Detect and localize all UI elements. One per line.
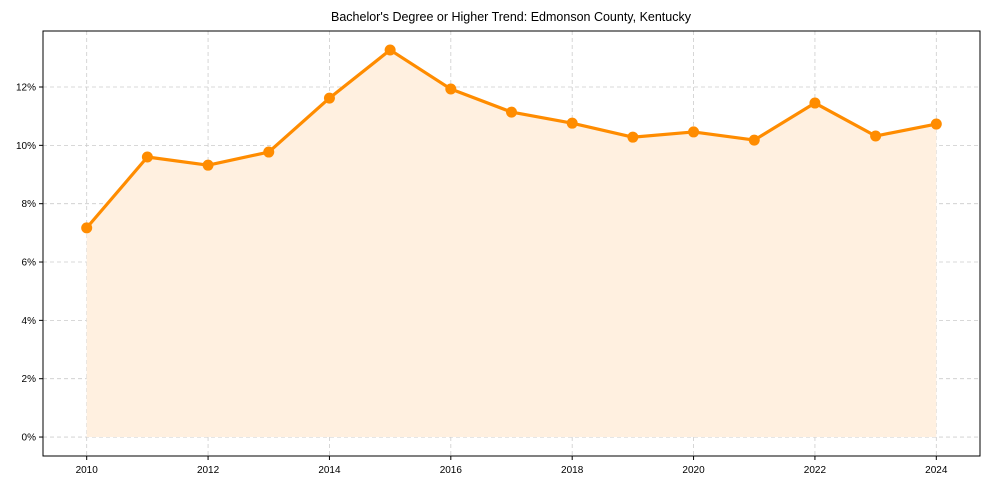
data-point: [566, 117, 578, 129]
x-tick-label: 2016: [440, 465, 463, 476]
x-tick-label: 2012: [197, 465, 220, 476]
data-point: [384, 44, 396, 56]
data-point: [141, 151, 153, 163]
chart-title: Bachelor's Degree or Higher Trend: Edmon…: [331, 10, 692, 24]
data-point: [445, 83, 457, 95]
y-tick-label: 8%: [22, 199, 37, 210]
data-point: [748, 134, 760, 146]
x-tick-label: 2018: [561, 465, 584, 476]
x-tick-label: 2024: [925, 465, 948, 476]
x-tick-label: 2022: [804, 465, 827, 476]
data-point: [202, 159, 214, 171]
y-tick-label: 12%: [16, 83, 36, 94]
data-point: [506, 106, 517, 118]
x-tick-label: 2020: [682, 465, 705, 476]
y-tick-label: 10%: [16, 141, 36, 152]
data-point: [688, 126, 700, 138]
y-tick-label: 2%: [22, 374, 37, 385]
y-axis: 0% 2% 4% 6% 8% 10% 12%: [16, 83, 43, 444]
data-point: [930, 118, 942, 130]
plot-frame: [42, 30, 981, 457]
y-tick-label: 0%: [22, 433, 37, 444]
x-tick-label: 2014: [318, 465, 341, 476]
area-fill: [86, 49, 937, 438]
x-axis: 2010 2012 2014 2016 2018 2020 2022 2024: [76, 456, 948, 476]
data-point: [323, 92, 335, 104]
y-tick-label: 6%: [22, 258, 37, 269]
data-point: [870, 130, 882, 142]
data-point: [809, 97, 821, 109]
data-point: [627, 131, 639, 143]
data-points: [81, 44, 942, 234]
data-point: [81, 222, 93, 234]
data-point: [263, 146, 275, 158]
x-tick-label: 2010: [76, 465, 99, 476]
y-tick-label: 4%: [22, 316, 37, 327]
